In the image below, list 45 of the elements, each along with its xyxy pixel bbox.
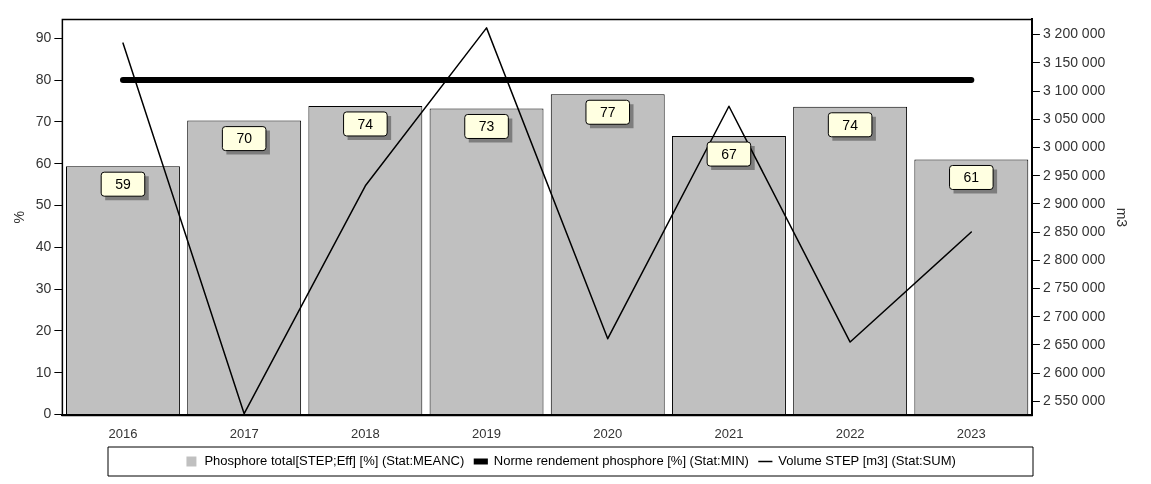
x-tick-label: 2016 — [108, 425, 138, 441]
data-label: 70 — [236, 130, 253, 147]
y-tick-label: 70 — [35, 112, 52, 129]
y2-tick-label: 3 200 000 — [1042, 25, 1106, 42]
y2-tick-label: 2 800 000 — [1042, 251, 1106, 268]
x-tick-label: 2023 — [956, 425, 986, 441]
legend-label: Norme rendement phosphore [%] (Stat:MIN) — [493, 453, 749, 469]
legend-label: Phosphore total[STEP;Eff] [%] (Stat:MEANC) — [204, 453, 465, 469]
x-tick-label: 2021 — [714, 425, 744, 441]
y-tick-label: 80 — [35, 70, 52, 87]
y-tick-label: 40 — [35, 238, 52, 255]
x-tick-label: 2019 — [472, 425, 502, 441]
data-label: 77 — [599, 104, 616, 121]
y2-tick-label: 2 850 000 — [1042, 222, 1106, 239]
legend-label: Volume STEP [m3] (Stat:SUM) — [778, 453, 956, 469]
y2-axis-title: m3 — [1113, 207, 1130, 228]
y-tick-label: 0 — [43, 405, 52, 422]
y2-tick-label: 3 050 000 — [1042, 110, 1106, 127]
y-axis-title: % — [11, 211, 28, 224]
y-tick-label: 20 — [35, 321, 52, 338]
y2-tick-label: 3 000 000 — [1042, 138, 1106, 155]
x-tick-label: 2018 — [350, 425, 380, 441]
data-label: 74 — [357, 115, 374, 132]
y-tick-label: 90 — [35, 29, 52, 46]
y-tick-label: 10 — [35, 363, 52, 380]
y-tick-label: 30 — [35, 279, 52, 296]
x-tick-label: 2022 — [835, 425, 865, 441]
x-tick-label: 2017 — [229, 425, 259, 441]
data-label: 67 — [721, 145, 737, 162]
y2-tick-label: 2 650 000 — [1042, 335, 1106, 352]
y2-tick-label: 2 900 000 — [1042, 194, 1106, 211]
data-label: 61 — [963, 169, 980, 186]
x-tick-label: 2020 — [593, 425, 623, 441]
data-label: 59 — [115, 176, 131, 193]
y2-tick-label: 3 150 000 — [1042, 53, 1106, 70]
y2-tick-label: 2 550 000 — [1042, 392, 1106, 409]
y2-tick-label: 2 700 000 — [1042, 307, 1106, 324]
y2-tick-label: 2 950 000 — [1042, 166, 1106, 183]
y2-tick-label: 2 750 000 — [1042, 279, 1106, 296]
y2-tick-label: 3 100 000 — [1042, 81, 1106, 98]
y2-tick-label: 2 600 000 — [1042, 363, 1106, 380]
y-tick-label: 60 — [35, 154, 52, 171]
y-tick-label: 50 — [35, 196, 52, 213]
data-label: 73 — [478, 118, 495, 135]
data-label: 74 — [842, 116, 859, 133]
